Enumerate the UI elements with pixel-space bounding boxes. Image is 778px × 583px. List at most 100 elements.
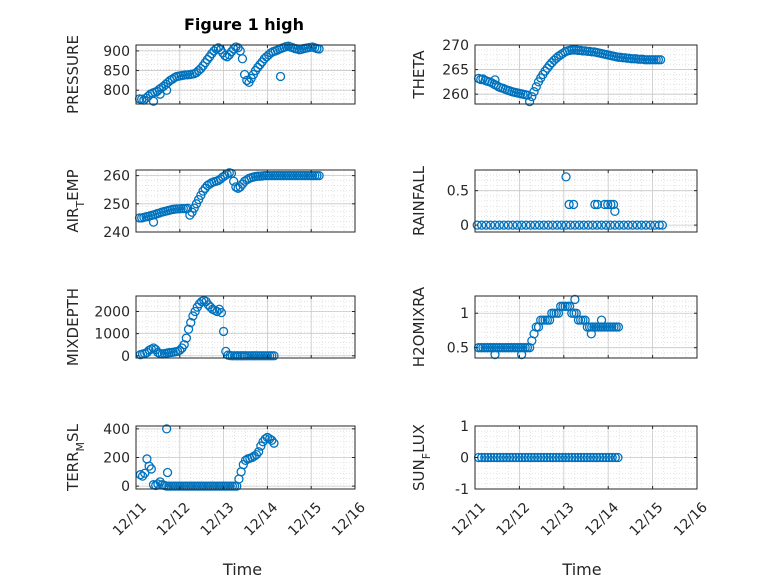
y-axis-label: RAINFALL <box>410 165 428 236</box>
data-point <box>603 199 613 210</box>
data-point <box>545 452 555 463</box>
y-tick-label: 400 <box>103 422 130 438</box>
data-point <box>239 69 250 80</box>
y-axis-label: SUNFLUX <box>410 424 433 491</box>
data-point <box>552 220 562 230</box>
data-point <box>579 220 589 230</box>
data-point <box>632 220 642 230</box>
data-point <box>604 452 614 463</box>
data-point <box>590 199 600 210</box>
data-point <box>623 220 633 230</box>
axes-box <box>135 169 356 233</box>
x-tick-label: 12/14 <box>241 500 281 540</box>
data-point <box>216 307 227 318</box>
data-point <box>183 324 194 334</box>
data-point <box>554 452 565 463</box>
data-point <box>162 467 173 478</box>
x-axis-label: Time <box>222 560 262 579</box>
subplot-8: -1 0 1 SUNFLUX 12/11 12/12 12/13 12/14 12/15 12/1… <box>410 419 711 579</box>
data-point <box>548 220 558 230</box>
data-point <box>275 71 286 82</box>
data-point <box>495 452 505 463</box>
data-point <box>314 170 324 181</box>
data-point <box>517 452 527 463</box>
subplot-5: 0 1000 2000 MIXDEPTH <box>64 288 356 366</box>
data-point <box>181 333 192 343</box>
subplot-1: 800 850 900 PRESSURE <box>64 35 356 114</box>
x-tick-label: 12/13 <box>198 500 238 540</box>
data-point <box>599 199 610 210</box>
y-tick-label: 265 <box>442 63 469 79</box>
data-point <box>514 452 524 463</box>
x-tick-label: 12/15 <box>627 500 667 540</box>
data-point <box>595 452 605 463</box>
data-point <box>516 349 527 360</box>
y-tick-label: 1 <box>460 419 469 435</box>
data-point <box>140 468 150 478</box>
data-point <box>564 452 574 463</box>
data-point <box>162 85 172 95</box>
data-point <box>516 220 527 230</box>
data-point <box>146 464 156 474</box>
data-point <box>235 182 245 192</box>
y-tick-label: 260 <box>442 87 469 103</box>
data-point <box>645 220 656 230</box>
data-point <box>532 452 543 463</box>
y-tick-label: 0.5 <box>447 184 469 200</box>
data-point <box>212 306 222 317</box>
data-point <box>592 220 602 230</box>
data-point <box>525 220 536 230</box>
data-point <box>511 452 521 463</box>
x-tick-label: 12/12 <box>154 500 194 540</box>
data-point <box>610 206 620 216</box>
data-point <box>583 220 593 230</box>
data-point <box>570 294 580 305</box>
x-tick-label: 12/11 <box>449 500 489 540</box>
data-point <box>561 220 571 230</box>
subplot-2: 260 265 270 THETA <box>410 38 698 107</box>
y-tick-label: 0 <box>460 451 469 467</box>
data-point <box>613 322 624 332</box>
data-point <box>490 75 500 85</box>
subplot-3: 240 250 260 AIRTEMP <box>64 168 356 241</box>
data-point <box>483 452 493 463</box>
data-point <box>487 78 497 88</box>
y-axis-label: TERRMSL <box>64 423 87 492</box>
data-point <box>543 220 553 230</box>
y-tick-label: 270 <box>442 38 469 54</box>
data-point <box>607 452 617 463</box>
subplot-6: 0.5 1 H2OMIXRA <box>410 286 698 367</box>
data-point <box>202 54 213 65</box>
data-point <box>531 82 541 92</box>
data-point <box>238 460 248 470</box>
axes-box <box>474 44 698 105</box>
data-point <box>155 89 165 99</box>
data-point <box>627 220 638 230</box>
data-point <box>229 176 239 186</box>
data-point <box>523 452 533 463</box>
y-tick-label: 800 <box>103 83 130 99</box>
y-tick-label: 900 <box>103 44 130 60</box>
data-point <box>148 96 159 106</box>
axes-box <box>474 295 698 359</box>
data-point <box>153 479 163 489</box>
data-point <box>568 199 579 210</box>
data-point <box>530 220 540 230</box>
data-point <box>536 452 546 463</box>
data-point <box>481 220 491 230</box>
x-axis-label: Time <box>561 560 601 579</box>
axes-box <box>135 44 356 105</box>
data-point <box>556 220 567 230</box>
data-point <box>574 220 584 230</box>
data-point <box>508 452 518 463</box>
data-point <box>142 454 152 464</box>
data-point <box>499 220 509 230</box>
data-point <box>179 340 189 350</box>
subplot-4: 0 0.5 RAINFALL <box>410 165 698 236</box>
data-point <box>503 220 513 230</box>
data-point <box>641 220 651 230</box>
x-tick-label: 12/16 <box>671 500 711 540</box>
data-point <box>472 220 482 230</box>
figure-title: Figure 1 high <box>184 15 304 34</box>
data-point <box>490 220 500 230</box>
